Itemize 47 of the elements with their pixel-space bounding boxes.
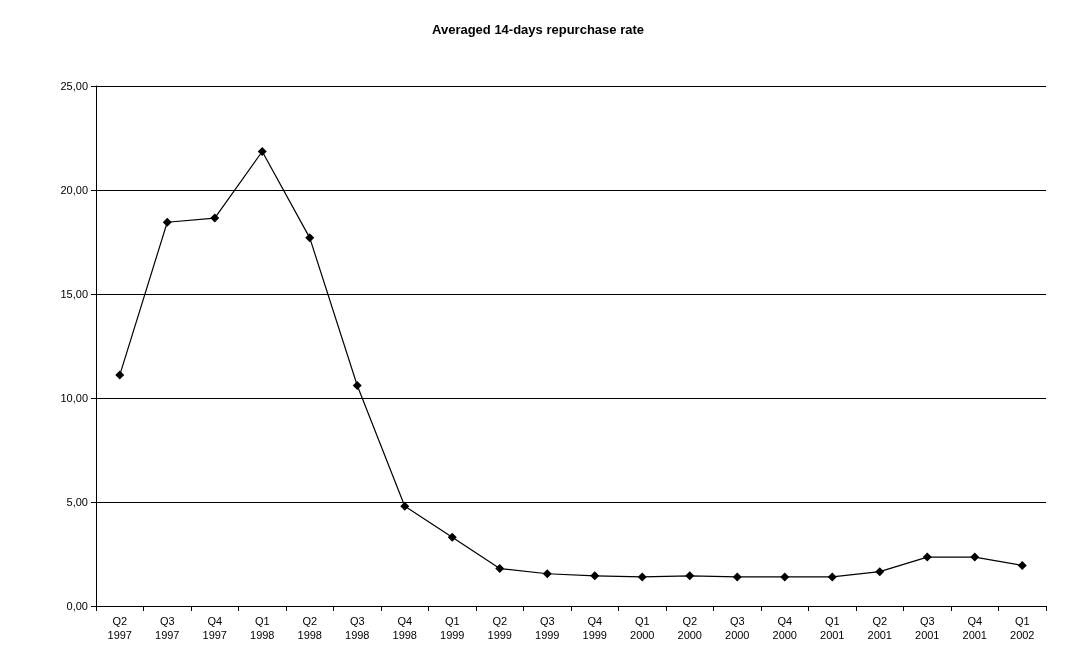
point	[827, 572, 837, 582]
point	[400, 501, 410, 511]
x-tick-label: Q4 1998	[392, 615, 417, 641]
point	[305, 233, 315, 243]
y-tick-label: 5,00	[66, 496, 88, 508]
point	[637, 572, 647, 582]
point	[115, 370, 125, 380]
point	[685, 571, 695, 581]
y-tick-label: 10,00	[60, 392, 88, 404]
x-tick-label: Q4 1997	[202, 615, 227, 641]
point	[447, 532, 457, 542]
point	[970, 552, 980, 562]
point	[732, 572, 742, 582]
y-tick-label: 20,00	[60, 184, 88, 196]
x-tick-label: Q1 2002	[1010, 615, 1035, 641]
x-tick-label: Q3 1999	[535, 615, 560, 641]
x-tick-label: Q3 1998	[345, 615, 370, 641]
x-tick-label: Q2 1999	[487, 615, 512, 641]
point	[590, 571, 600, 581]
point	[352, 381, 362, 391]
x-tick-label: Q1 2001	[820, 615, 845, 641]
point	[495, 564, 505, 574]
x-tick-label: Q1 1999	[440, 615, 465, 641]
point	[162, 217, 172, 227]
point	[780, 572, 790, 582]
y-tick-label: 25,00	[60, 80, 88, 92]
x-tick-label: Q1 2000	[630, 615, 655, 641]
x-tick-label: Q3 1997	[155, 615, 180, 641]
x-tick-label: Q4 1999	[582, 615, 607, 641]
x-tick-label: Q1 1998	[250, 615, 275, 641]
x-tick-label: Q2 2001	[867, 615, 892, 641]
point	[922, 552, 932, 562]
x-tick-label: Q3 2001	[915, 615, 940, 641]
x-tick-label: Q2 1998	[297, 615, 322, 641]
y-tick-label: 15,00	[60, 288, 88, 300]
x-tick-label: Q3 2000	[725, 615, 750, 641]
point	[210, 213, 220, 223]
point	[875, 567, 885, 577]
point	[1017, 560, 1027, 570]
x-tick-label: Q2 2000	[677, 615, 702, 641]
point	[542, 569, 552, 579]
x-tick-label: Q4 2000	[772, 615, 797, 641]
chart-title: Averaged 14-days repurchase rate	[432, 22, 644, 37]
y-tick-label: 0,00	[66, 600, 88, 612]
point	[257, 147, 267, 157]
x-tick-label: Q4 2001	[962, 615, 987, 641]
x-tick-label: Q2 1997	[107, 615, 132, 641]
